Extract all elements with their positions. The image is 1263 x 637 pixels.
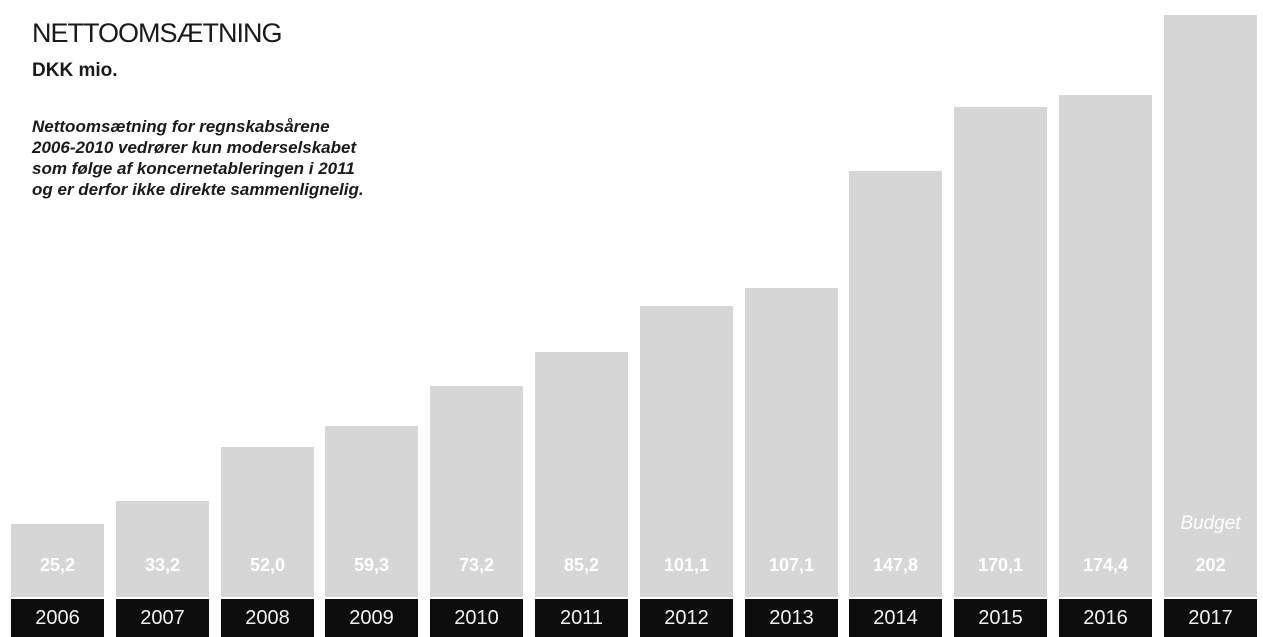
bar-value-label: 174,4 [1082,554,1129,575]
bar-2006: 25,2 [11,524,104,597]
bar-2017: 202 Budget [1164,15,1257,597]
x-tick-label: 2007 [116,599,209,637]
bar-value-label: 85,2 [563,554,600,575]
x-tick-label: 2013 [745,599,838,637]
bar-value-label: 73,2 [458,554,495,575]
note-line: og er derfor ikke direkte sammenlignelig… [32,180,364,199]
note-line: 2006-2010 vedrører kun moderselskabet [32,138,357,157]
chart-title: NETTOOMSÆTNING [32,18,283,48]
x-tick-label: 2010 [430,599,523,637]
x-tick-label: 2014 [849,599,942,637]
x-tick-label: 2017 [1164,599,1257,637]
note-line: som følge af koncernetableringen i 2011 [32,159,355,178]
bar-value-label: 33,2 [144,554,181,575]
bar-note-label: Budget [1180,513,1241,534]
bar-value-label: 202 [1195,555,1226,575]
bar-2009: 59,3 [325,426,418,597]
bar-value-label: 147,8 [872,554,919,575]
x-tick-label: 2009 [325,599,418,637]
note-line: Nettoomsætning for regnskabsårene [32,117,330,136]
bar-2007: 33,2 [116,501,209,597]
bar-2010: 73,2 [430,386,523,597]
bar-value-label: 101,1 [663,554,710,575]
bar-2015: 170,1 [954,106,1047,597]
x-tick-label: 2012 [640,599,733,637]
bar-value-label: 59,3 [353,554,390,575]
note-lines: Nettoomsætning for regnskabsårene 2006-20… [32,116,432,200]
chart-subtitle: DKK mio. [32,60,118,81]
bar-2008: 52,0 [221,447,314,597]
bar-2013: 107,1 [745,288,838,597]
bar-2016: 174,4 [1059,94,1152,597]
bar-value-label: 25,2 [39,554,76,575]
bar-2014: 147,8 [849,171,942,597]
chart-note: Nettoomsætning for regnskabsårene 2006-20… [32,116,432,200]
bar-2011: 85,2 [535,351,628,597]
bar-value-label: 170,1 [977,554,1024,575]
bar-value-label: 107,1 [768,554,815,575]
x-tick-label: 2006 [11,599,104,637]
x-tick-label: 2008 [221,599,314,637]
x-tick-label: 2015 [954,599,1047,637]
bar-2012: 101,1 [640,305,733,597]
x-tick-label: 2011 [535,599,628,637]
bar-value-label: 52,0 [249,554,286,575]
x-tick-label: 2016 [1059,599,1152,637]
